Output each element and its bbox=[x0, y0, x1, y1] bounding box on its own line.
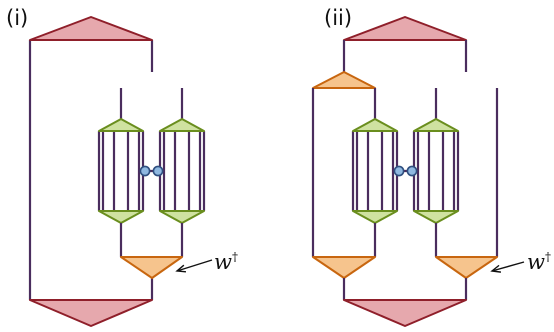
w-dagger-label-i: w† bbox=[214, 250, 238, 274]
i-col2-top-triangle bbox=[159, 118, 205, 132]
ii-w-dagger-arrow-head bbox=[490, 264, 502, 273]
ii-bottom-left-w-triangle bbox=[312, 256, 376, 279]
panel-label-ii: (ii) bbox=[324, 6, 353, 30]
ii-col2-bottom-triangle bbox=[413, 210, 459, 224]
ii-col1-top-triangle bbox=[352, 118, 398, 132]
panel-label-i: (i) bbox=[6, 6, 29, 30]
ii-node-right bbox=[406, 165, 418, 177]
i-col2-bottom-triangle bbox=[159, 210, 205, 224]
i-top-pink-triangle bbox=[29, 16, 153, 41]
i-w-dagger-arrow-shaft bbox=[176, 259, 213, 272]
i-bottom-pink-triangle bbox=[29, 299, 153, 327]
ii-top-left-w-triangle bbox=[312, 71, 376, 89]
i-w-dagger-triangle bbox=[120, 256, 183, 279]
ii-col1-bottom-triangle bbox=[352, 210, 398, 224]
i-col1-top-triangle bbox=[98, 118, 144, 132]
ii-bottom-pink-triangle bbox=[343, 299, 467, 327]
ii-node-left bbox=[393, 165, 405, 177]
i-col1-bottom-triangle bbox=[98, 210, 144, 224]
ii-col2-top-triangle bbox=[413, 118, 459, 132]
ii-w-dagger-triangle bbox=[435, 256, 498, 279]
ii-top-pink-triangle bbox=[343, 16, 467, 41]
i-w-dagger-arrow-head bbox=[175, 264, 187, 273]
i-node-left bbox=[139, 165, 151, 177]
ii-w-dagger-arrow-shaft bbox=[491, 261, 525, 272]
i-node-right bbox=[152, 165, 164, 177]
w-dagger-label-ii: w† bbox=[527, 250, 551, 274]
